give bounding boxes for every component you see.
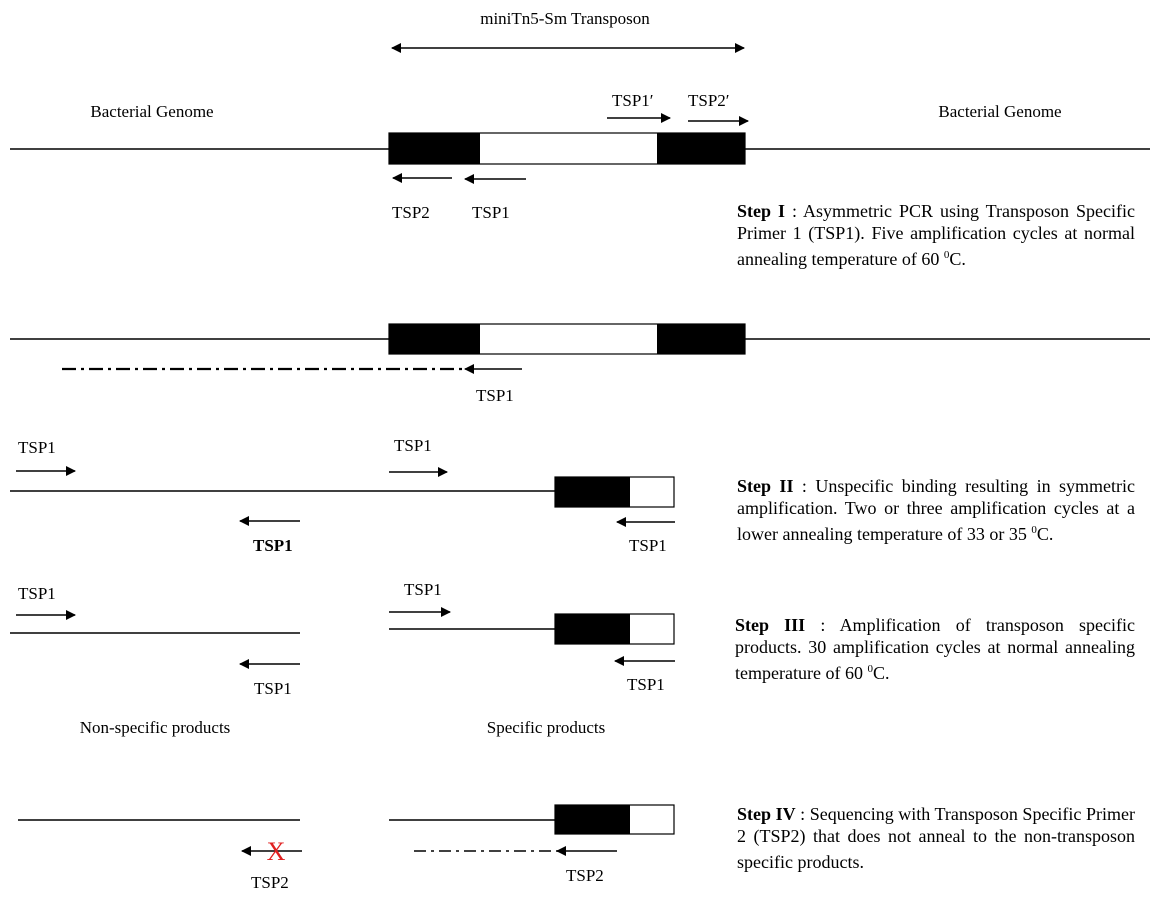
step-1-text: Asymmetric PCR using Transposon Specific…: [737, 201, 1136, 269]
primer-label-tsp2: TSP2: [251, 873, 289, 892]
primer-label-tsp2-prime: TSP2′: [688, 91, 730, 110]
step-3-title: Step III: [735, 615, 806, 635]
step-3-text: Amplification of transposon specific pro…: [735, 615, 1136, 683]
genome-label-right: Bacterial Genome: [938, 102, 1061, 121]
genome-label-left: Bacterial Genome: [90, 102, 213, 121]
nonspecific-products-label: Non-specific products: [80, 718, 231, 737]
transposon-end-right: [657, 133, 745, 164]
primer-label-tsp1-prime: TSP1′: [612, 91, 654, 110]
transposon-end-left: [389, 324, 480, 354]
step-4-text: Sequencing with Transposon Specific Prim…: [737, 804, 1135, 872]
transposon-end-black: [555, 614, 630, 644]
step-2-text: Unspecific binding resulting in symmetri…: [737, 476, 1135, 544]
step-4-title: Step IV: [737, 804, 796, 824]
primer-label-tsp2: TSP2: [392, 203, 430, 222]
transposon-end-left: [389, 133, 480, 164]
primer-label-tsp1: TSP1: [472, 203, 510, 222]
failed-anneal-mark: X: [267, 837, 286, 866]
primer-label-tsp1: TSP1: [254, 679, 292, 698]
transposon-label: miniTn5-Sm Transposon: [480, 9, 650, 28]
specific-products-label: Specific products: [487, 718, 606, 737]
transposon-end-right: [657, 324, 745, 354]
primer-label-tsp1: TSP1: [629, 536, 667, 555]
transposon-end-black: [555, 477, 630, 507]
step-1-description: Step I : Asymmetric PCR using Transposon…: [737, 201, 1136, 269]
primer-label-tsp1: TSP1: [476, 386, 514, 405]
transposon-end-black: [555, 805, 630, 834]
step-2-title: Step II: [737, 476, 794, 496]
step-3-description: Step III : Amplification of transposon s…: [735, 615, 1136, 683]
primer-label-tsp2: TSP2: [566, 866, 604, 885]
primer-label-tsp1: TSP1: [18, 438, 56, 457]
primer-label-tsp1: TSP1: [404, 580, 442, 599]
primer-label-tsp1: TSP1: [394, 436, 432, 455]
step-4-description: Step IV : Sequencing with Transposon Spe…: [737, 804, 1135, 872]
step-2-description: Step II : Unspecific binding resulting i…: [737, 476, 1135, 544]
primer-label-tsp1: TSP1: [18, 584, 56, 603]
primer-label-tsp1: TSP1: [627, 675, 665, 694]
step-1-title: Step I: [737, 201, 786, 221]
primer-label-tsp1: TSP1: [253, 536, 293, 555]
